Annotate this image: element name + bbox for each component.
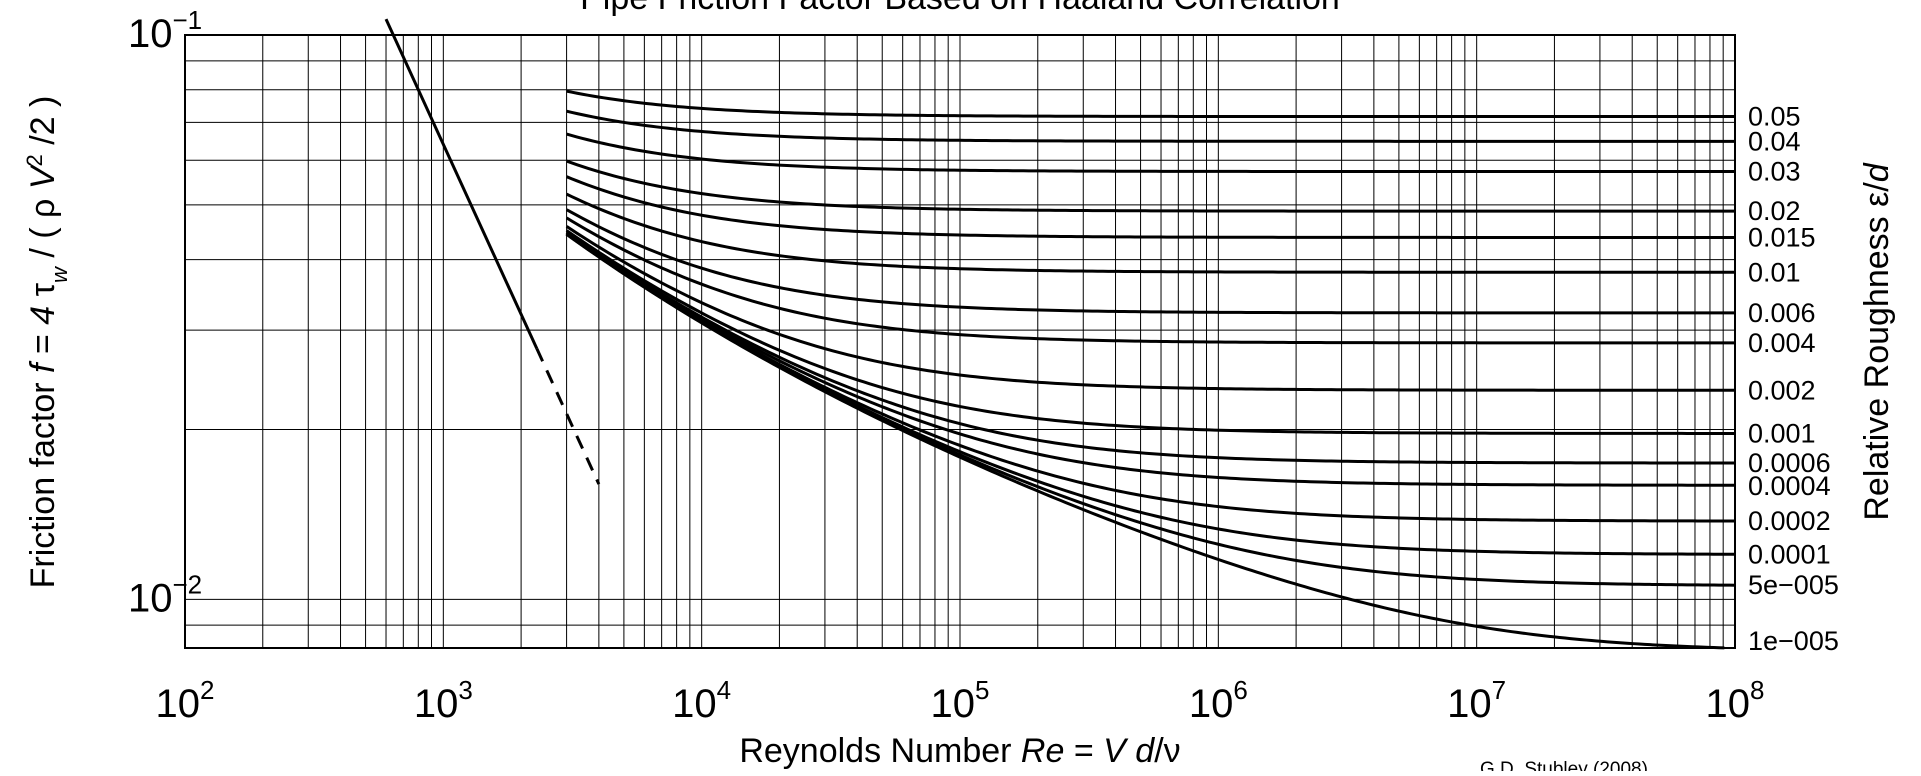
x-axis-label-prefix: Reynolds Number [739, 732, 1021, 770]
roughness-label: 0.006 [1748, 298, 1816, 328]
x-axis-label-d: d [1135, 732, 1155, 770]
roughness-curve [565, 192, 1735, 274]
x-axis-label-nu: ν [1164, 732, 1181, 770]
roughness-curve [566, 89, 1735, 119]
roughness-label: 0.0002 [1748, 506, 1831, 536]
plot-frame [184, 34, 1736, 649]
y-axis-label-prefix: Friction factor [24, 373, 62, 588]
roughness-label: 0.004 [1748, 328, 1816, 358]
y-axis-label-end: /2 ) [24, 96, 62, 155]
y-axis-label-sup: 2 [22, 154, 47, 166]
x-tick-label: 106 [1189, 675, 1248, 726]
x-tick-label: 105 [931, 675, 990, 726]
y-axis-label-eq: = [24, 325, 62, 364]
transition-dashed-line [535, 347, 601, 485]
roughness-label: 5e−005 [1748, 570, 1839, 600]
roughness-label: 0.02 [1748, 196, 1801, 226]
x-axis-label-re: Re [1021, 732, 1064, 770]
y-axis-label-v: V [24, 163, 62, 189]
roughness-curve [565, 232, 1736, 587]
right-axis-label-eps: ε/ [1858, 182, 1896, 207]
x-tick-labels: 102 103 104 105 106 107 108 [156, 675, 1765, 726]
roughness-label: 0.03 [1748, 157, 1801, 187]
y-axis-label-sub: w [47, 265, 72, 283]
y-tick-labels: 10−1 10−2 [128, 5, 202, 620]
right-axis-label-prefix: Relative Roughness [1858, 207, 1896, 521]
roughness-curve [565, 229, 1735, 435]
laminar-line [384, 18, 539, 350]
x-tick-label: 104 [672, 675, 731, 726]
roughness-curve [566, 159, 1735, 213]
x-axis-label-eq: = [1064, 732, 1103, 770]
roughness-curve [565, 233, 1725, 650]
right-axis-label-d: d [1858, 162, 1896, 182]
roughness-curve [566, 132, 1735, 174]
y-tick-label: 10−2 [128, 569, 202, 620]
roughness-label: 0.05 [1748, 102, 1801, 132]
roughness-curve [566, 109, 1735, 143]
roughness-label: 0.015 [1748, 222, 1816, 252]
roughness-label: 0.001 [1748, 418, 1816, 448]
roughness-label: 0.0004 [1748, 471, 1831, 501]
roughness-label: 0.002 [1748, 375, 1816, 405]
x-tick-label: 107 [1447, 675, 1506, 726]
y-axis-label-mid: / ( ρ [24, 189, 62, 267]
roughness-curve [566, 175, 1735, 239]
y-axis-label-tau: τ [24, 282, 62, 296]
curves [384, 18, 1736, 650]
roughness-curve [565, 232, 1736, 556]
roughness-label: 0.01 [1748, 257, 1801, 287]
roughness-curve [565, 208, 1735, 315]
x-axis-label-space [1126, 732, 1135, 770]
roughness-curve [565, 232, 1736, 523]
roughness-curve [565, 231, 1735, 487]
chart-title: Pipe Friction Factor Based on Haaland Co… [580, 0, 1340, 17]
roughness-curve [565, 225, 1735, 392]
roughness-label: 0.0001 [1748, 539, 1831, 569]
roughness-label: 0.0006 [1748, 448, 1831, 478]
roughness-curve [565, 230, 1735, 465]
x-axis-label-slash: / [1154, 732, 1164, 770]
x-tick-label: 102 [156, 675, 215, 726]
y-axis-label-four: 4 [24, 296, 62, 324]
x-axis-label-v: V [1103, 732, 1129, 770]
x-tick-label: 103 [414, 675, 473, 726]
y-tick-label: 10−1 [128, 5, 202, 56]
x-axis-label: Reynolds Number Re = V d/ν [739, 732, 1180, 770]
credit-text: G.D. Stubley (2008) [1480, 759, 1648, 771]
roughness-label: 0.04 [1748, 126, 1801, 156]
roughness-curve [565, 216, 1735, 345]
roughness-label: 1e−005 [1748, 626, 1839, 656]
x-tick-label: 108 [1706, 675, 1765, 726]
right-axis-label: Relative Roughness ε/d [1858, 162, 1896, 520]
y-axis-label: Friction factor f = 4 τw / ( ρ V2 /2 ) [22, 96, 72, 589]
